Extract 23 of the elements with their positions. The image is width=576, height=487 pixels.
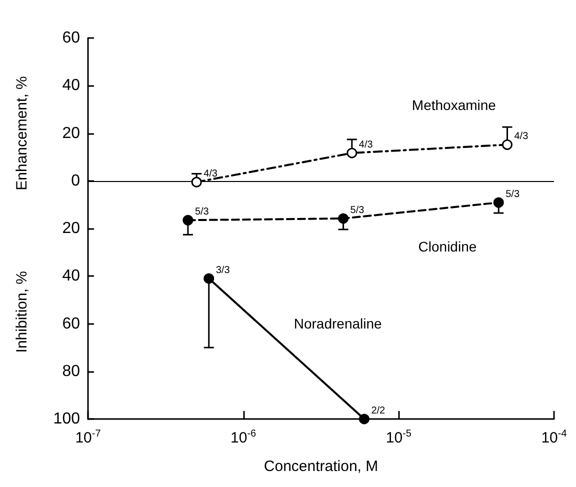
- y-tick-label: 60: [62, 30, 80, 46]
- x-axis-title: Concentration, M: [264, 458, 378, 475]
- annotation: 4/3: [204, 168, 218, 180]
- y-tick-label: 80: [62, 362, 80, 380]
- text: Inhibition, %: [14, 270, 30, 353]
- text: Methoxamine: [412, 97, 496, 114]
- annotation: 3/3: [216, 265, 230, 276]
- annotation: 2/2: [371, 406, 386, 416]
- annotation: 5/3: [194, 206, 210, 218]
- series-label: Clonidine: [418, 238, 477, 254]
- y-tick-label: 100: [53, 410, 80, 428]
- annotation: 4/3: [358, 140, 374, 151]
- y-tick-label: 0: [71, 172, 80, 190]
- annotation: 4/3: [514, 131, 529, 142]
- y-tick-label: 20: [62, 220, 80, 237]
- y-tick-label: 60: [62, 315, 80, 332]
- series-label: Noradrenaline: [294, 316, 382, 332]
- y-tick-label: 40: [62, 268, 80, 285]
- annotation: 5/3: [506, 189, 520, 200]
- y-tick-label: 20: [62, 124, 80, 142]
- y-tick-label: 40: [62, 77, 80, 94]
- annotation: 5/3: [350, 205, 365, 216]
- y-axis-title: Enhancement, %: [14, 76, 30, 190]
